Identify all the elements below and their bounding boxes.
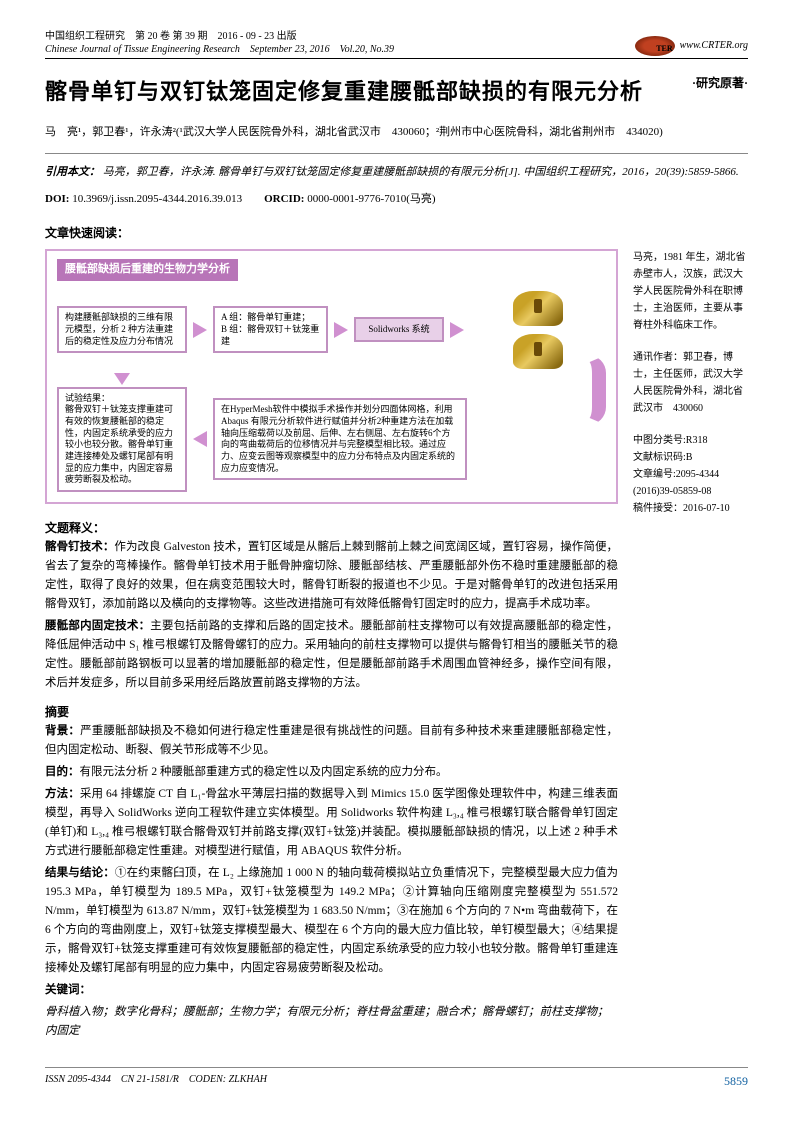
abstract-result: 结果与结论：①在约束髂臼顶，在 L₂ 上缘施加 1 000 N 的轴向载荷模拟站… — [45, 864, 618, 978]
sidebar: 马亮，1981 年生，湖北省赤壁市人，汉族，武汉大学人民医院骨外科在职博士，主治… — [633, 249, 748, 1042]
abstract-method: 方法：采用 64 排螺旋 CT 自 L₁-骨盆水平薄层扫描的数据导入到 Mimi… — [45, 785, 618, 861]
diagram-box-solidworks: Solidworks 系统 — [354, 317, 444, 341]
explain-p1-label: 髂骨钉技术： — [45, 541, 114, 553]
article-title: 髂骨单钉与双钉钛笼固定修复重建腰骶部缺损的有限元分析 — [45, 74, 643, 109]
citation-label: 引用本文： — [45, 166, 100, 178]
explain-p2-label: 腰骶部内固定技术： — [45, 620, 150, 632]
abs-result-label: 结果与结论： — [45, 867, 115, 879]
page-header: 中国组织工程研究 第 20 卷 第 39 期 2016 - 09 - 23 出版… — [45, 30, 748, 59]
accept-date: 稿件接受：2016-07-10 — [633, 500, 748, 517]
orcid-label: ORCID: — [264, 193, 304, 205]
diagram-title: 腰骶部缺损后重建的生物力学分析 — [57, 259, 238, 281]
pelvis-model-icon — [513, 334, 563, 369]
article-no2: (2016)39-05859-08 — [633, 483, 748, 500]
divider — [45, 153, 748, 154]
flowchart-diagram: 腰骶部缺损后重建的生物力学分析 构建腰骶部缺损的三维有限元模型，分析 2 种方法… — [45, 249, 618, 504]
page-number: 5859 — [724, 1072, 748, 1091]
main-column: 腰骶部缺损后重建的生物力学分析 构建腰骶部缺损的三维有限元模型，分析 2 种方法… — [45, 249, 618, 1042]
corresponding-author: 通讯作者：郭卫春，博士，主任医师，武汉大学人民医院骨外科，湖北省武汉市 4300… — [633, 349, 748, 417]
abstract-aim: 目的：有限元法分析 2 种腰骶部重建方式的稳定性以及内固定系统的应力分布。 — [45, 763, 618, 782]
content-wrap: 腰骶部缺损后重建的生物力学分析 构建腰骶部缺损的三维有限元模型，分析 2 种方法… — [45, 249, 748, 1042]
article-no: 文章编号:2095-4344 — [633, 466, 748, 483]
citation-text: 马亮，郭卫春，许永涛. 髂骨单钉与双钉钛笼固定修复重建腰骶部缺损的有限元分析[J… — [103, 166, 739, 178]
citation-block: 引用本文： 马亮，郭卫春，许永涛. 髂骨单钉与双钉钛笼固定修复重建腰骶部缺损的有… — [45, 164, 748, 182]
doi-orcid-row: DOI: 10.3969/j.issn.2095-4344.2016.39.01… — [45, 191, 748, 209]
orcid-value: 0000-0001-9776-7010(马亮) — [307, 193, 435, 205]
abstract-bg: 背景：严重腰骶部缺损及不稳如何进行稳定性重建是很有挑战性的问题。目前有多种技术来… — [45, 722, 618, 760]
abs-method-text: 采用 64 排螺旋 CT 自 L₁-骨盆水平薄层扫描的数据导入到 Mimics … — [45, 788, 618, 857]
arrow-down-icon — [114, 373, 130, 385]
diagram-box-hypermesh: 在HyperMesh软件中模拟手术操作并划分四面体网格，利用 Abaqus 有限… — [213, 398, 467, 480]
header-cn: 中国组织工程研究 第 20 卷 第 39 期 2016 - 09 - 23 出版 — [45, 30, 394, 43]
footer-issn: ISSN 2095-4344 CN 21-1581/R CODEN: ZLKHA… — [45, 1072, 267, 1091]
pelvis-images — [470, 289, 606, 371]
arrow-right-icon — [193, 322, 207, 338]
author-bio: 马亮，1981 年生，湖北省赤壁市人，汉族，武汉大学人民医院骨外科在职博士，主治… — [633, 249, 748, 334]
authors-line: 马 亮¹，郭卫春¹，许永涛²(¹武汉大学人民医院骨外科，湖北省武汉市 43006… — [45, 124, 748, 141]
diagram-box-result: 试验结果： 髂骨双钉＋钛笼支撑重建可有效的恢复腰骶部的稳定性，内固定系统承受的应… — [57, 387, 187, 493]
arrow-right-icon — [450, 322, 464, 338]
arrow-right-icon — [334, 322, 348, 338]
classification-block: 中图分类号:R318 文献标识码:B 文章编号:2095-4344 (2016)… — [633, 432, 748, 517]
explain-p2: 腰骶部内固定技术：主要包括前路的支撑和后路的固定技术。腰骶部前柱支撑物可以有效提… — [45, 617, 618, 693]
abs-bg-text: 严重腰骶部缺损及不稳如何进行稳定性重建是很有挑战性的问题。目前有多种技术来重建腰… — [45, 725, 618, 756]
header-en: Chinese Journal of Tissue Engineering Re… — [45, 43, 394, 56]
doi-label: DOI: — [45, 193, 69, 205]
explain-p1: 髂骨钉技术：作为改良 Galveston 技术，置钉区域是从髂后上棘到髂前上棘之… — [45, 538, 618, 614]
journal-logo-icon — [635, 36, 675, 56]
class-no: 中图分类号:R318 — [633, 432, 748, 449]
doi-value: 10.3969/j.issn.2095-4344.2016.39.013 — [72, 193, 242, 205]
website-url: www.CRTER.org — [680, 38, 748, 54]
abs-kw-label: 关键词： — [45, 984, 91, 996]
header-journal-info: 中国组织工程研究 第 20 卷 第 39 期 2016 - 09 - 23 出版… — [45, 30, 394, 56]
explain-p1-text: 作为改良 Galveston 技术，置钉区域是从髂后上棘到髂前上棘之间宽阔区域，… — [45, 541, 618, 610]
abstract-keywords: 骨科植入物；数字化骨科；腰骶部；生物力学；有限元分析；脊柱骨盆重建；融合术；髂骨… — [45, 1003, 618, 1042]
page-footer: ISSN 2095-4344 CN 21-1581/R CODEN: ZLKHA… — [45, 1067, 748, 1091]
pelvis-model-icon — [513, 291, 563, 326]
research-type-tag: ·研究原著· — [692, 74, 748, 93]
diagram-box-groups: A 组：髂骨单钉重建； B 组：髂骨双钉＋钛笼重建 — [213, 306, 328, 353]
doc-code: 文献标识码:B — [633, 449, 748, 466]
title-row: 髂骨单钉与双钉钛笼固定修复重建腰骶部缺损的有限元分析 ·研究原著· — [45, 74, 748, 109]
curve-arrow-icon — [588, 355, 606, 425]
diagram-box-input: 构建腰骶部缺损的三维有限元模型，分析 2 种方法重建后的稳定性及应力分布情况 — [57, 306, 187, 353]
explain-heading: 文题释义： — [45, 519, 618, 538]
abs-bg-label: 背景： — [45, 725, 80, 737]
abs-aim-text: 有限元法分析 2 种腰骶部重建方式的稳定性以及内固定系统的应力分布。 — [80, 766, 448, 778]
abs-aim-label: 目的： — [45, 766, 80, 778]
header-right: www.CRTER.org — [635, 36, 748, 56]
fastread-label: 文章快速阅读： — [45, 224, 748, 243]
abstract-heading: 摘要 — [45, 703, 618, 722]
arrow-left-icon — [193, 431, 207, 447]
abs-method-label: 方法： — [45, 788, 80, 800]
abs-result-text: ①在约束髂臼顶，在 L₂ 上缘施加 1 000 N 的轴向载荷模拟站立负重情况下… — [45, 867, 618, 974]
abstract-kw-label: 关键词： — [45, 981, 618, 1000]
